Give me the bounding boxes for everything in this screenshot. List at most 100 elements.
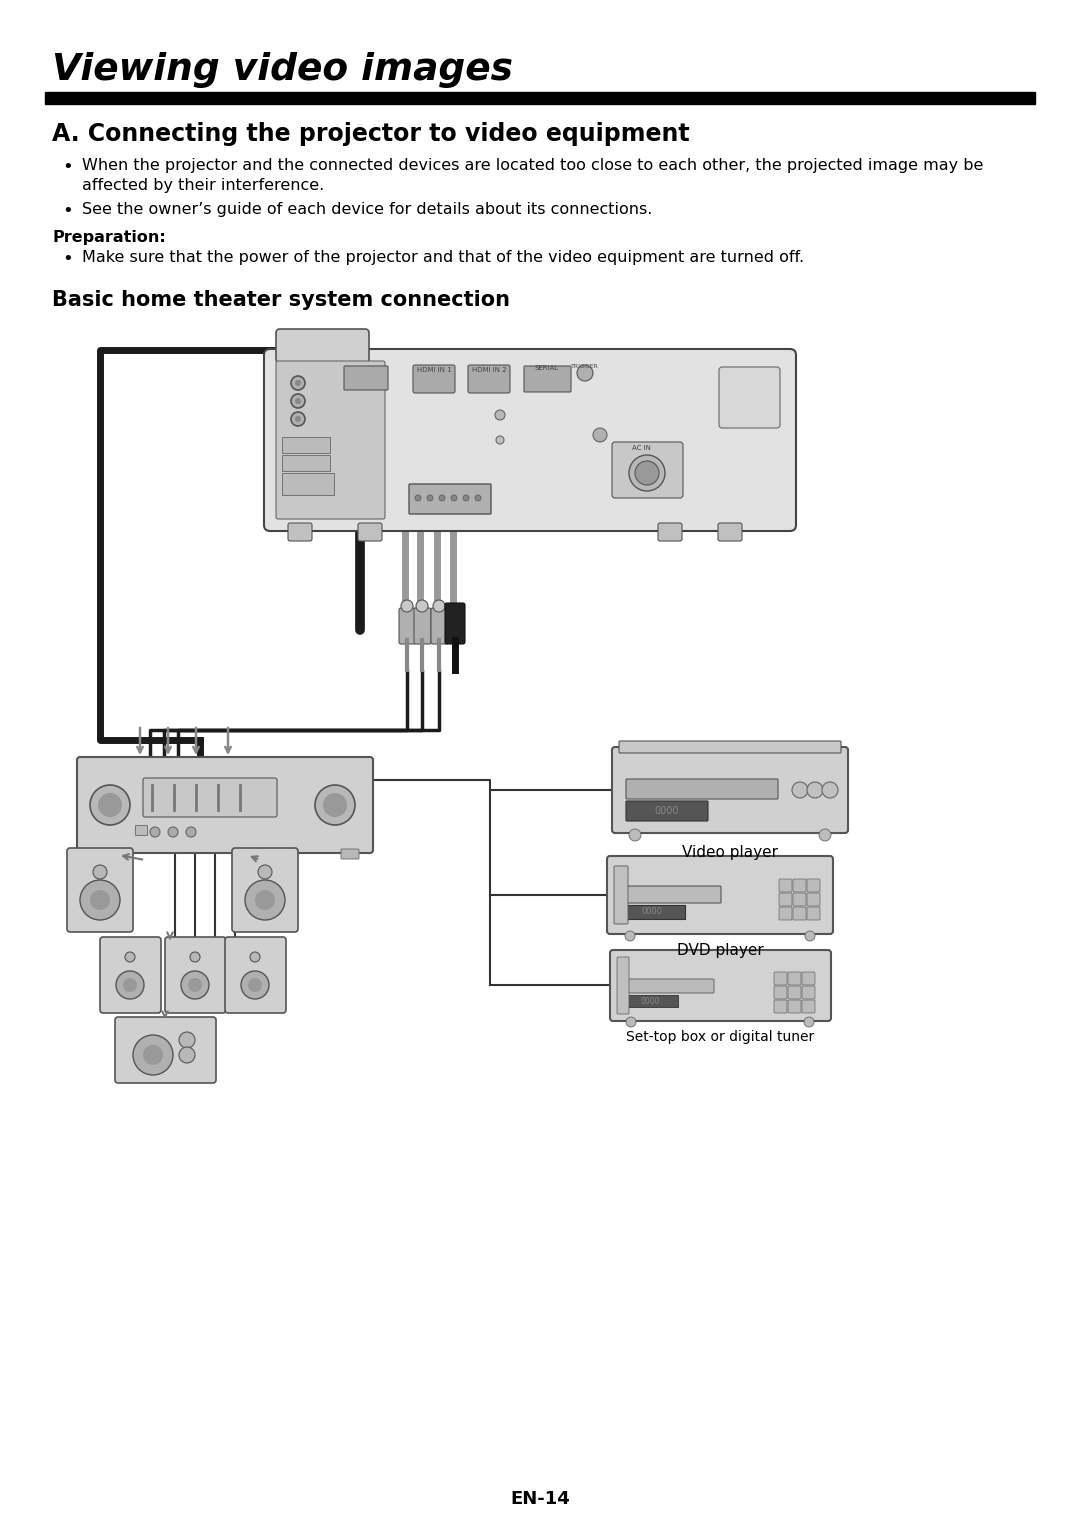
- FancyBboxPatch shape: [615, 866, 627, 924]
- FancyBboxPatch shape: [413, 365, 455, 393]
- FancyBboxPatch shape: [165, 937, 226, 1013]
- Text: HDMI IN 1: HDMI IN 1: [417, 367, 451, 373]
- Circle shape: [451, 495, 457, 501]
- FancyBboxPatch shape: [288, 523, 312, 541]
- Text: A. Connecting the projector to video equipment: A. Connecting the projector to video equ…: [52, 122, 690, 147]
- FancyBboxPatch shape: [77, 756, 373, 853]
- Circle shape: [804, 1018, 814, 1027]
- Circle shape: [577, 365, 593, 380]
- Bar: [45, 92, 1035, 104]
- Circle shape: [495, 410, 505, 420]
- FancyBboxPatch shape: [91, 850, 109, 859]
- Circle shape: [179, 1031, 195, 1048]
- FancyBboxPatch shape: [341, 850, 359, 859]
- FancyBboxPatch shape: [658, 523, 681, 541]
- Circle shape: [179, 1047, 195, 1063]
- Circle shape: [181, 970, 210, 999]
- Text: affected by their interference.: affected by their interference.: [82, 177, 324, 193]
- FancyBboxPatch shape: [114, 1018, 216, 1083]
- FancyBboxPatch shape: [793, 879, 806, 892]
- Circle shape: [116, 970, 144, 999]
- FancyBboxPatch shape: [779, 879, 792, 892]
- FancyBboxPatch shape: [622, 979, 714, 993]
- Text: 0000: 0000: [654, 805, 679, 816]
- Bar: [135, 825, 147, 834]
- Text: Preparation:: Preparation:: [52, 231, 165, 244]
- FancyBboxPatch shape: [802, 972, 815, 986]
- Text: Viewing video images: Viewing video images: [52, 52, 513, 89]
- FancyBboxPatch shape: [276, 329, 369, 364]
- Text: See the owner’s guide of each device for details about its connections.: See the owner’s guide of each device for…: [82, 202, 652, 217]
- FancyBboxPatch shape: [788, 986, 801, 999]
- FancyBboxPatch shape: [264, 348, 796, 532]
- Circle shape: [98, 793, 122, 817]
- FancyBboxPatch shape: [619, 741, 841, 753]
- FancyBboxPatch shape: [225, 937, 286, 1013]
- Text: EN-14: EN-14: [510, 1490, 570, 1508]
- FancyBboxPatch shape: [788, 972, 801, 986]
- FancyBboxPatch shape: [774, 972, 787, 986]
- Circle shape: [93, 865, 107, 879]
- Circle shape: [90, 785, 130, 825]
- FancyBboxPatch shape: [774, 986, 787, 999]
- FancyBboxPatch shape: [617, 957, 629, 1015]
- FancyBboxPatch shape: [143, 778, 276, 817]
- FancyBboxPatch shape: [779, 908, 792, 920]
- FancyBboxPatch shape: [807, 908, 820, 920]
- FancyBboxPatch shape: [793, 908, 806, 920]
- Circle shape: [143, 1045, 163, 1065]
- Text: DVD player: DVD player: [677, 943, 764, 958]
- FancyBboxPatch shape: [774, 999, 787, 1013]
- Circle shape: [248, 978, 262, 992]
- Circle shape: [241, 970, 269, 999]
- Text: 0000: 0000: [640, 996, 660, 1005]
- Circle shape: [819, 830, 831, 840]
- Circle shape: [626, 1018, 636, 1027]
- Bar: [623, 995, 678, 1007]
- Text: HDMI IN 2: HDMI IN 2: [472, 367, 507, 373]
- FancyBboxPatch shape: [345, 367, 388, 390]
- FancyBboxPatch shape: [788, 999, 801, 1013]
- FancyBboxPatch shape: [612, 442, 683, 498]
- FancyBboxPatch shape: [793, 892, 806, 906]
- Circle shape: [295, 380, 301, 387]
- Circle shape: [258, 865, 272, 879]
- Circle shape: [245, 880, 285, 920]
- FancyBboxPatch shape: [276, 361, 384, 520]
- FancyBboxPatch shape: [445, 604, 465, 643]
- Circle shape: [80, 880, 120, 920]
- Circle shape: [90, 889, 110, 911]
- Circle shape: [805, 931, 815, 941]
- Circle shape: [133, 1034, 173, 1076]
- Circle shape: [123, 978, 137, 992]
- FancyBboxPatch shape: [67, 848, 133, 932]
- FancyBboxPatch shape: [779, 892, 792, 906]
- FancyBboxPatch shape: [524, 367, 571, 393]
- Text: SERIAL: SERIAL: [535, 365, 559, 371]
- FancyBboxPatch shape: [719, 367, 780, 428]
- Circle shape: [629, 455, 665, 490]
- Circle shape: [792, 782, 808, 798]
- FancyBboxPatch shape: [607, 856, 833, 934]
- FancyBboxPatch shape: [409, 484, 491, 513]
- Circle shape: [295, 416, 301, 422]
- Bar: [620, 905, 685, 918]
- Circle shape: [168, 827, 178, 837]
- Circle shape: [190, 952, 200, 963]
- Circle shape: [415, 495, 421, 501]
- Circle shape: [125, 952, 135, 963]
- FancyBboxPatch shape: [802, 986, 815, 999]
- Circle shape: [401, 601, 413, 613]
- FancyBboxPatch shape: [468, 365, 510, 393]
- FancyBboxPatch shape: [807, 879, 820, 892]
- FancyBboxPatch shape: [232, 848, 298, 932]
- Circle shape: [463, 495, 469, 501]
- FancyBboxPatch shape: [431, 608, 448, 643]
- FancyBboxPatch shape: [802, 999, 815, 1013]
- Circle shape: [315, 785, 355, 825]
- Circle shape: [291, 376, 305, 390]
- Text: Video player: Video player: [681, 845, 778, 860]
- FancyBboxPatch shape: [100, 937, 161, 1013]
- Circle shape: [291, 413, 305, 426]
- Circle shape: [496, 435, 504, 445]
